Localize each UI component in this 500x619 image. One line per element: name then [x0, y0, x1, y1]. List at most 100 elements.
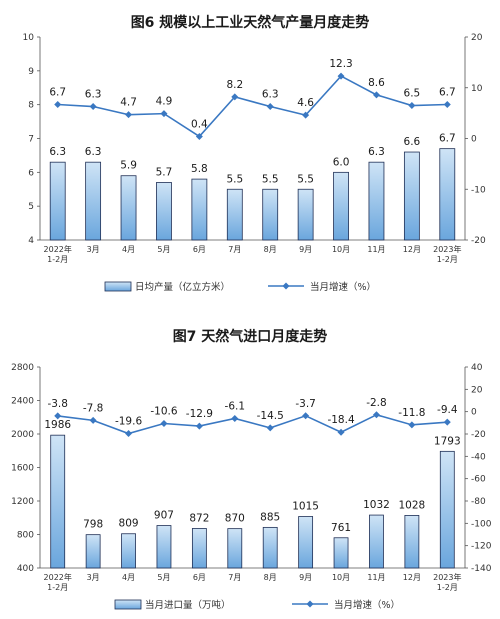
bar	[298, 516, 314, 569]
bar	[120, 175, 137, 241]
growth-value-label: 4.9	[156, 96, 173, 108]
growth-marker	[54, 412, 62, 420]
left-tick-label: 6	[28, 168, 34, 178]
growth-value-label: 6.5	[404, 88, 421, 100]
legend-line-label: 当月增速（%）	[310, 281, 376, 293]
right-tick-label: -120	[471, 542, 492, 552]
growth-value-label: 6.3	[262, 89, 279, 101]
chart-2-title: 图7 天然气进口月度走势	[173, 328, 328, 345]
bar	[156, 182, 172, 241]
bar-value-label: 870	[225, 513, 245, 525]
x-tick-label: 9月	[299, 245, 312, 254]
bar-value-label: 6.3	[85, 146, 102, 158]
chart-2-gas-imports: 图7 天然气进口月度走势 40080012001600200024002800-…	[11, 328, 492, 611]
chart-1-title: 图6 规模以上工业天然气产量月度走势	[131, 14, 370, 31]
left-tick-label: 2400	[11, 397, 34, 407]
x-tick-label: 7月	[228, 245, 241, 254]
growth-value-label: 8.6	[368, 77, 385, 89]
growth-marker	[195, 422, 203, 430]
left-tick-label: 8	[28, 101, 34, 111]
growth-marker	[160, 420, 168, 428]
legend-bar-label: 当月进口量（万吨）	[145, 599, 231, 611]
bar-value-label: 872	[189, 512, 209, 524]
x-tick-label: 4月	[122, 245, 135, 254]
x-tick-label: 10月	[332, 573, 350, 582]
growth-marker	[125, 430, 133, 438]
growth-value-label: -18.4	[327, 414, 354, 426]
left-tick-label: 10	[23, 33, 35, 43]
growth-value-label: -6.1	[225, 400, 246, 412]
bar	[403, 151, 420, 241]
right-tick-label: -60	[471, 475, 486, 485]
x-tick-label: 5月	[157, 245, 170, 254]
growth-marker	[443, 418, 451, 426]
growth-value-label: 0.4	[191, 118, 208, 130]
growth-value-label: -19.6	[115, 416, 142, 428]
growth-marker	[337, 72, 345, 80]
x-tick-label: 11月	[367, 573, 385, 582]
right-tick-label: -40	[471, 452, 486, 462]
left-tick-label: 7	[28, 135, 34, 145]
bar	[50, 434, 66, 569]
right-tick-label: -20	[471, 236, 486, 246]
left-tick-label: 800	[17, 531, 34, 541]
bar-value-label: 1793	[434, 435, 461, 447]
bar	[297, 188, 314, 241]
right-tick-label: -80	[471, 497, 486, 507]
right-tick-label: 10	[471, 84, 483, 94]
growth-marker	[337, 428, 345, 436]
growth-line	[57, 75, 448, 138]
x-tick-label: 8月	[264, 245, 277, 254]
growth-value-label: -3.7	[295, 398, 316, 410]
growth-value-label: -14.5	[257, 410, 284, 422]
bar-value-label: 5.5	[262, 173, 279, 185]
bar-value-label: 1028	[399, 499, 426, 511]
bar	[191, 178, 208, 241]
growth-value-label: 4.7	[120, 97, 137, 109]
right-tick-label: 20	[471, 385, 483, 395]
growth-marker	[302, 412, 310, 420]
chart-1-plot: 4 5 6 7 8 9 10 -20 -10 0 10 20 2022年 1-2月 3月 4月 5月 6月 7月 8月…	[23, 33, 486, 264]
legend-marker	[282, 282, 290, 290]
growth-value-label: 8.2	[226, 79, 243, 91]
x-tick-label: 5月	[157, 573, 170, 582]
bar	[227, 528, 243, 569]
bar	[85, 534, 101, 569]
x-tick-label: 12月	[403, 245, 421, 254]
x-tick-label: 7月	[228, 573, 241, 582]
chart-1-legend: 日均产量（亿立方米） 当月增速（%）	[104, 281, 376, 293]
bar-value-label: 1986	[44, 419, 71, 431]
bar	[49, 161, 66, 241]
growth-value-label: -7.8	[83, 402, 104, 414]
right-tick-label: 20	[471, 33, 483, 43]
bar	[333, 537, 349, 569]
x-tick-label: 4月	[122, 573, 135, 582]
growth-value-label: -9.4	[437, 404, 458, 416]
bar-value-label: 5.7	[156, 166, 173, 178]
bar-value-label: 5.9	[120, 160, 137, 172]
left-tick-label: 2800	[11, 363, 34, 373]
x-tick-label: 10月	[332, 245, 350, 254]
bar	[404, 515, 420, 569]
left-tick-label: 9	[28, 67, 34, 77]
bar-value-label: 1032	[363, 499, 390, 511]
growth-marker	[195, 132, 203, 140]
growth-value-label: 6.7	[49, 86, 66, 98]
x-tick-label: 9月	[299, 573, 312, 582]
left-tick-label: 1600	[11, 464, 34, 474]
growth-value-label: -2.8	[366, 397, 387, 409]
bar	[226, 188, 243, 241]
x-tick-label: 2022年 1-2月	[44, 244, 72, 264]
growth-marker	[408, 421, 416, 429]
right-tick-label: -100	[471, 519, 492, 529]
growth-marker	[302, 111, 310, 119]
legend-line-label: 当月增速（%）	[334, 599, 400, 611]
growth-marker	[231, 93, 239, 101]
right-tick-label: -140	[471, 564, 492, 574]
left-tick-label: 5	[28, 202, 34, 212]
legend-bar-label: 日均产量（亿立方米）	[135, 281, 230, 293]
bar-value-label: 5.5	[226, 173, 243, 185]
bar	[85, 161, 102, 241]
growth-marker	[89, 103, 97, 111]
left-tick-label: 4	[28, 236, 34, 246]
